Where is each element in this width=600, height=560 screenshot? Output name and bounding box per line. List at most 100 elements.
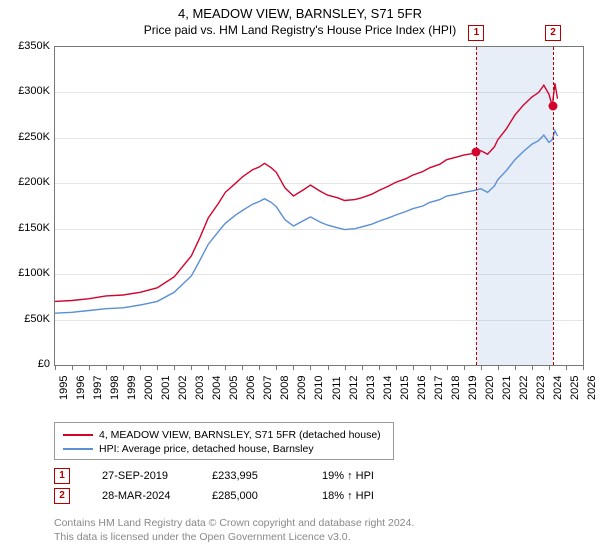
chart-lines: [55, 47, 583, 365]
x-tick: [379, 365, 380, 370]
x-axis-label: 2014: [382, 376, 394, 400]
hpi-line: [55, 131, 558, 314]
x-axis-label: 2003: [194, 376, 206, 400]
x-tick: [157, 365, 158, 370]
sale-delta: 18% ↑ HPI: [322, 490, 406, 502]
sale-marker-badge: 2: [545, 25, 561, 41]
x-tick: [464, 365, 465, 370]
x-tick: [515, 365, 516, 370]
x-tick: [276, 365, 277, 370]
sale-marker-line: [553, 47, 554, 365]
sale-dot: [549, 102, 558, 111]
x-axis-label: 2019: [467, 376, 479, 400]
sales-table: 1 27-SEP-2019 £233,995 19% ↑ HPI 2 28-MAR-202…: [54, 466, 406, 506]
x-axis-label: 1995: [58, 376, 70, 400]
x-tick: [242, 365, 243, 370]
y-axis-label: £100K: [18, 267, 50, 279]
sale-date: 27-SEP-2019: [102, 470, 186, 482]
x-axis-label: 2004: [211, 376, 223, 400]
legend-item-property: 4, MEADOW VIEW, BARNSLEY, S71 5FR (detac…: [63, 429, 385, 441]
sale-row: 2 28-MAR-2024 £285,000 18% ↑ HPI: [54, 486, 406, 506]
x-axis-label: 2015: [399, 376, 411, 400]
page-subtitle: Price paid vs. HM Land Registry's House …: [0, 23, 600, 37]
x-tick: [430, 365, 431, 370]
sale-delta: 19% ↑ HPI: [322, 470, 406, 482]
x-axis-label: 2025: [569, 376, 581, 400]
x-axis-label: 2017: [433, 376, 445, 400]
x-tick: [191, 365, 192, 370]
y-axis-label: £300K: [18, 85, 50, 97]
x-axis-label: 2009: [296, 376, 308, 400]
y-axis-label: £150K: [18, 222, 50, 234]
footer-line-1: Contains HM Land Registry data © Crown c…: [54, 516, 414, 530]
x-axis-label: 2013: [365, 376, 377, 400]
sale-row: 1 27-SEP-2019 £233,995 19% ↑ HPI: [54, 466, 406, 486]
x-tick: [447, 365, 448, 370]
sale-price: £233,995: [212, 470, 296, 482]
legend-label-property: 4, MEADOW VIEW, BARNSLEY, S71 5FR (detac…: [99, 429, 381, 441]
x-tick: [481, 365, 482, 370]
footer-line-2: This data is licensed under the Open Gov…: [54, 530, 414, 544]
x-tick: [174, 365, 175, 370]
x-tick: [583, 365, 584, 370]
x-tick: [498, 365, 499, 370]
footer-attribution: Contains HM Land Registry data © Crown c…: [54, 516, 414, 544]
sale-badge: 2: [54, 488, 70, 504]
x-tick: [293, 365, 294, 370]
x-axis-label: 2021: [501, 376, 513, 400]
x-tick: [345, 365, 346, 370]
x-tick: [72, 365, 73, 370]
chart-legend: 4, MEADOW VIEW, BARNSLEY, S71 5FR (detac…: [54, 422, 394, 460]
sale-date: 28-MAR-2024: [102, 490, 186, 502]
x-axis-label: 2006: [245, 376, 257, 400]
sale-badge: 1: [54, 468, 70, 484]
sale-marker-badge: 1: [468, 25, 484, 41]
x-axis-label: 2018: [450, 376, 462, 400]
x-axis-label: 2026: [586, 376, 598, 400]
x-tick: [225, 365, 226, 370]
x-axis-label: 2012: [348, 376, 360, 400]
x-axis-label: 2010: [313, 376, 325, 400]
x-axis-label: 2000: [143, 376, 155, 400]
x-tick: [362, 365, 363, 370]
x-axis-label: 1999: [126, 376, 138, 400]
x-axis-label: 2005: [228, 376, 240, 400]
property-line: [55, 83, 558, 301]
x-tick: [123, 365, 124, 370]
page-title: 4, MEADOW VIEW, BARNSLEY, S71 5FR: [0, 6, 600, 21]
legend-label-hpi: HPI: Average price, detached house, Barn…: [99, 443, 314, 455]
chart-plot-area: 12: [54, 46, 584, 366]
sale-marker-line: [476, 47, 477, 365]
y-axis-label: £0: [38, 358, 50, 370]
x-tick: [140, 365, 141, 370]
sale-dot: [472, 148, 481, 157]
x-tick: [55, 365, 56, 370]
x-tick: [549, 365, 550, 370]
x-axis-label: 2020: [484, 376, 496, 400]
x-tick: [259, 365, 260, 370]
x-axis-label: 1996: [75, 376, 87, 400]
y-axis-label: £250K: [18, 131, 50, 143]
x-axis-label: 2024: [552, 376, 564, 400]
x-axis-label: 2002: [177, 376, 189, 400]
x-tick: [396, 365, 397, 370]
x-tick: [89, 365, 90, 370]
y-axis-label: £350K: [18, 40, 50, 52]
x-tick: [532, 365, 533, 370]
y-axis-label: £50K: [24, 313, 50, 325]
x-tick: [310, 365, 311, 370]
legend-item-hpi: HPI: Average price, detached house, Barn…: [63, 443, 385, 455]
x-axis-label: 2011: [331, 376, 343, 400]
x-axis-label: 2001: [160, 376, 172, 400]
x-axis-label: 2022: [518, 376, 530, 400]
x-tick: [208, 365, 209, 370]
sale-price: £285,000: [212, 490, 296, 502]
x-axis-label: 1998: [109, 376, 121, 400]
x-axis-label: 1997: [92, 376, 104, 400]
x-axis-label: 2023: [535, 376, 547, 400]
x-tick: [328, 365, 329, 370]
x-tick: [566, 365, 567, 370]
x-tick: [106, 365, 107, 370]
y-axis-label: £200K: [18, 176, 50, 188]
x-tick: [413, 365, 414, 370]
